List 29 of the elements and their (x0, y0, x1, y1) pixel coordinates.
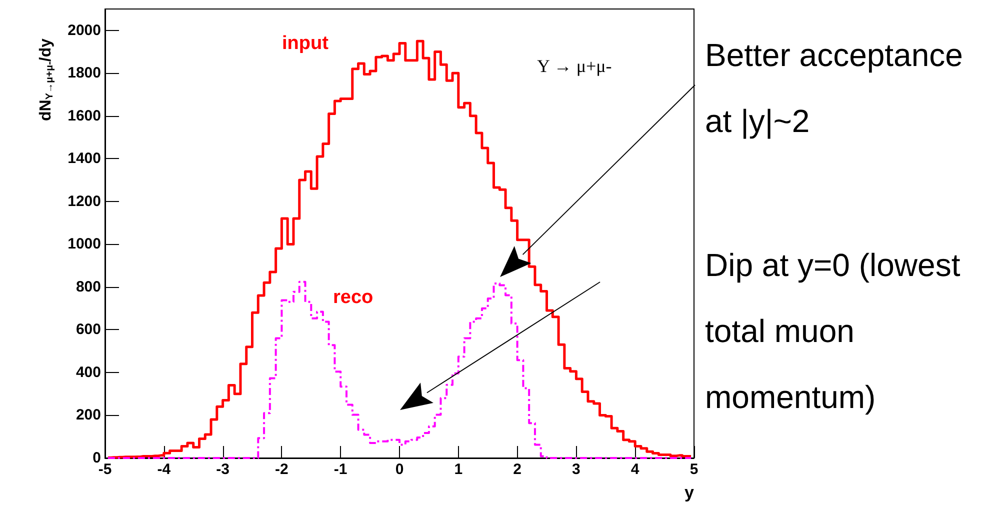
text: Better acceptance at |y|~2 (705, 37, 972, 139)
x-tick-label: -4 (157, 461, 172, 478)
x-tick-label: -1 (334, 461, 348, 478)
y-tick-label: 800 (76, 278, 101, 296)
x-tick-label: 1 (454, 461, 463, 478)
y-tick-label: 1200 (68, 192, 101, 210)
y-tick-label: 1400 (68, 150, 101, 168)
y-tick-label: 2000 (68, 22, 101, 39)
annotation: Υ → μ+μ- (537, 56, 612, 76)
y-tick-label: 1600 (68, 107, 101, 124)
x-tick-label: -2 (275, 461, 288, 478)
x-tick-label: -3 (216, 461, 230, 478)
y-tick-label: 0 (92, 450, 101, 466)
y-axis-title: dNΥ→μ+μ-/dy (38, 38, 56, 121)
y-tick-label: 1000 (68, 236, 101, 253)
x-tick-label: 3 (572, 461, 580, 478)
x-axis-title: y (684, 483, 695, 502)
x-tick-label: -5 (98, 461, 112, 478)
series-label: reco (333, 287, 374, 308)
x-tick-label: 0 (395, 461, 404, 478)
y-tick-label: 400 (76, 364, 101, 381)
y-tick-label: 1800 (68, 64, 101, 82)
y-tick-label: 600 (76, 321, 101, 338)
x-tick-label: 2 (513, 461, 522, 478)
series-label: input (282, 33, 330, 54)
y-tick-label: 200 (76, 406, 101, 424)
x-tick-label: 4 (630, 461, 640, 478)
x-tick-label: 5 (690, 461, 698, 478)
text: Dip at y=0 (lowest total muon momentum) (705, 247, 970, 415)
